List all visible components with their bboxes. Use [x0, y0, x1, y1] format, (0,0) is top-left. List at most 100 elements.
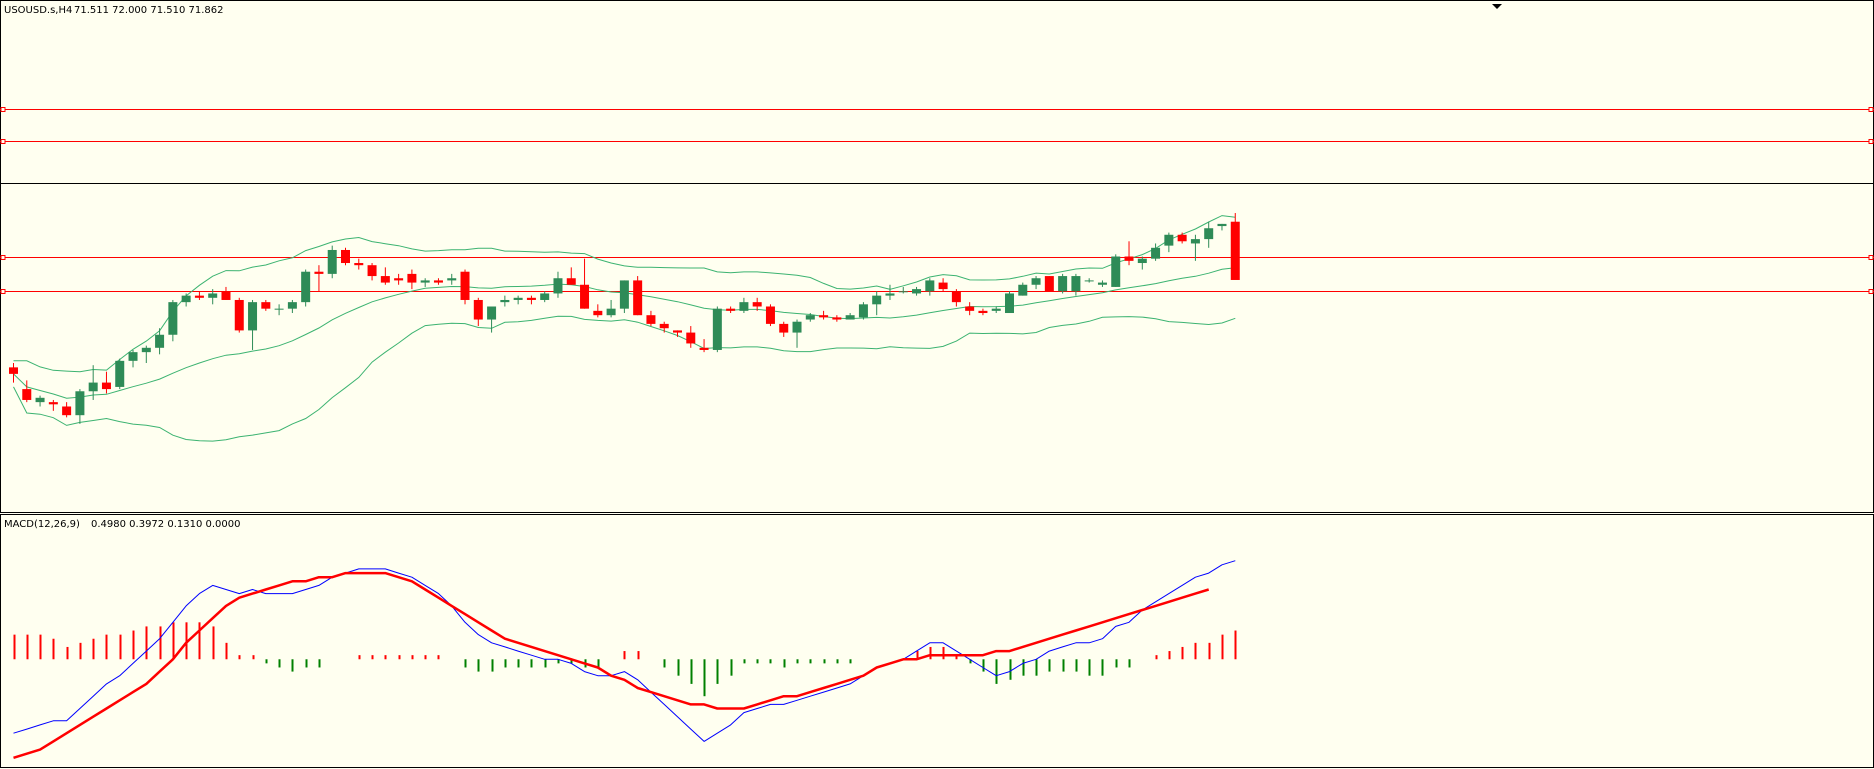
candle-body — [287, 302, 297, 309]
candle-body — [858, 304, 868, 318]
candle-body — [62, 406, 72, 416]
candle — [898, 286, 908, 294]
candle-body — [1031, 278, 1041, 285]
candle — [301, 269, 311, 307]
candle — [1164, 232, 1174, 253]
candle — [580, 258, 590, 309]
candle-body — [48, 402, 58, 405]
candle-body — [925, 280, 935, 292]
candle — [1018, 282, 1028, 296]
candle-body — [712, 308, 722, 350]
candle-body — [593, 310, 603, 316]
candle-body — [633, 280, 643, 316]
candle — [1005, 291, 1014, 314]
candle — [765, 304, 775, 327]
level-handle-right — [1868, 255, 1874, 260]
candle-body — [433, 280, 443, 283]
candle-body — [327, 249, 337, 274]
candle — [407, 269, 417, 290]
candle — [1044, 276, 1054, 292]
candle-body — [128, 352, 138, 361]
candle — [1124, 241, 1134, 266]
candle-body — [1190, 239, 1200, 244]
macd-indicator-label: MACD(12,26,9) — [4, 519, 80, 530]
candle — [872, 291, 882, 316]
candle-body — [805, 315, 815, 320]
candle-body — [447, 278, 457, 281]
candle — [1111, 254, 1121, 287]
candle — [965, 302, 975, 316]
candle-body — [181, 295, 191, 303]
candle-body — [619, 280, 629, 309]
price-panel[interactable]: USOUSD.s,H4 71.511 72.000 71.510 71.862 — [0, 0, 1874, 514]
candle — [1031, 276, 1041, 290]
candle — [75, 389, 85, 424]
level-handle-right — [1868, 289, 1874, 294]
candle-body — [898, 291, 908, 293]
shift-marker-icon[interactable] — [1492, 4, 1502, 9]
candle-body — [526, 297, 536, 300]
candle — [48, 399, 58, 411]
candle-body — [75, 391, 85, 416]
candle — [1217, 223, 1227, 231]
candle — [155, 328, 165, 355]
level-handle-right — [1868, 139, 1874, 144]
candle-body — [221, 291, 231, 300]
candle-body — [540, 293, 550, 300]
candle — [1084, 278, 1094, 283]
candle — [380, 267, 390, 285]
macd-panel[interactable]: MACD(12,26,9) 0.4980 0.3972 0.1310 0.000… — [0, 514, 1874, 769]
candle — [1230, 213, 1240, 280]
candle-body — [301, 271, 311, 303]
candle — [593, 304, 603, 318]
candle-body — [951, 291, 961, 303]
candle-body — [1151, 247, 1161, 259]
candle-body — [341, 249, 350, 264]
candle — [819, 310, 829, 320]
candle-body — [1071, 276, 1081, 292]
candle — [606, 299, 616, 318]
candle — [101, 371, 111, 394]
candle-body — [208, 293, 218, 298]
candle — [1137, 256, 1147, 270]
candle — [1190, 234, 1200, 261]
horizontal-levels — [0, 107, 1874, 294]
candle-body — [912, 289, 922, 294]
candle — [925, 278, 935, 296]
signal-line — [13, 571, 1210, 759]
candle — [951, 289, 961, 307]
candle-body — [141, 347, 151, 353]
candle — [327, 245, 337, 279]
candle-body — [819, 315, 829, 318]
candle — [487, 306, 497, 333]
candle-body — [646, 315, 656, 324]
candle-body — [500, 299, 510, 303]
candle-body — [234, 299, 244, 331]
candle — [248, 299, 258, 350]
candle-body — [88, 382, 98, 392]
candle — [261, 299, 271, 311]
candle-body — [1204, 228, 1214, 240]
candle-body — [752, 302, 762, 307]
candle-body — [168, 302, 178, 335]
candle — [354, 258, 364, 270]
candle-body — [35, 397, 45, 403]
candle — [1097, 280, 1107, 287]
candle — [1151, 243, 1161, 261]
level-handle-left — [0, 289, 6, 294]
candle — [739, 297, 749, 314]
candle-body — [487, 306, 497, 320]
candle — [566, 267, 576, 285]
candle — [394, 273, 404, 285]
candle-body — [354, 263, 364, 266]
candle-body — [872, 295, 882, 305]
candle — [1071, 273, 1081, 296]
candle-body — [1230, 221, 1240, 280]
candle — [699, 339, 709, 353]
candle — [234, 297, 244, 333]
candle-body — [779, 323, 789, 333]
candle-body — [566, 278, 576, 285]
candle — [659, 321, 669, 333]
candle-body — [1005, 293, 1014, 314]
